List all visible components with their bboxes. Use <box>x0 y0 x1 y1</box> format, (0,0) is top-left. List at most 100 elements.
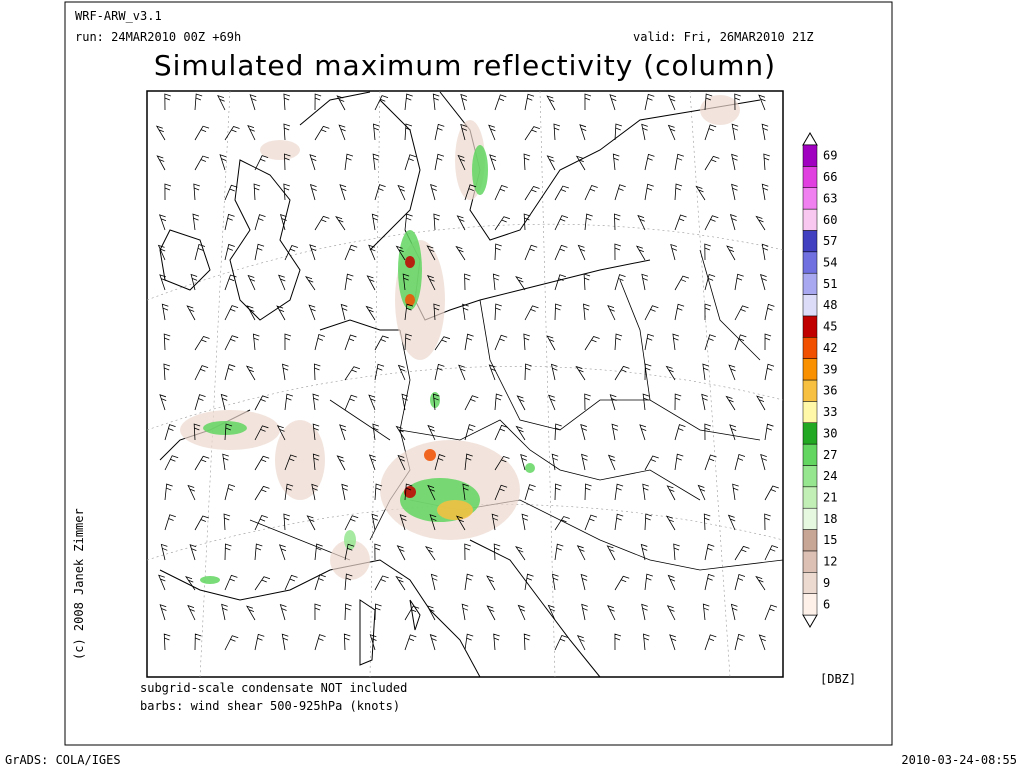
wind-barb <box>430 183 437 201</box>
footer-left: GrADS: COLA/IGES <box>5 753 121 767</box>
wind-barb <box>761 243 769 261</box>
wind-barb <box>515 546 526 561</box>
colorbar-box <box>802 593 818 616</box>
wind-barb <box>491 513 499 531</box>
wind-barb <box>456 215 466 231</box>
wind-barb <box>464 424 476 441</box>
colorbar-box <box>802 529 818 552</box>
wind-barb <box>702 363 710 381</box>
wind-barb <box>546 335 556 351</box>
wind-barb <box>464 184 477 201</box>
wind-barb <box>254 515 268 531</box>
wind-barb <box>614 333 623 351</box>
wind-barb <box>314 634 326 651</box>
colorbar-label: 63 <box>823 191 837 205</box>
wind-barb <box>674 303 685 321</box>
wind-barb <box>460 93 468 111</box>
wind-barb <box>734 545 750 561</box>
wind-barb <box>374 575 389 591</box>
wind-barb <box>434 336 451 351</box>
colorbar-box <box>802 358 818 381</box>
wind-barb <box>644 153 655 171</box>
wind-barb <box>427 484 436 501</box>
wind-barb <box>194 93 203 111</box>
wind-barb <box>434 363 445 381</box>
page-frame <box>64 1 893 746</box>
wind-barb <box>426 275 436 291</box>
wind-barb <box>614 365 630 381</box>
wind-barb <box>164 483 173 501</box>
wind-barb <box>404 634 417 651</box>
wind-barb <box>432 93 440 111</box>
wind-barb <box>584 393 591 411</box>
wind-barb <box>554 303 562 321</box>
wind-barb <box>704 634 717 651</box>
wind-barb <box>644 363 652 381</box>
wind-barb <box>159 274 167 291</box>
wind-barb <box>254 576 271 591</box>
colorbar-box <box>802 550 818 573</box>
wind-barb <box>546 155 556 171</box>
echo <box>405 256 415 268</box>
wind-barb <box>336 95 346 111</box>
wind-barb <box>734 334 747 351</box>
wind-barb <box>702 603 710 621</box>
wind-barb <box>704 155 720 171</box>
wind-barb <box>494 94 507 111</box>
wind-barb <box>609 94 617 111</box>
wind-barb <box>365 305 376 321</box>
wind-barb <box>217 94 226 111</box>
wind-barb <box>609 394 617 411</box>
wind-barb <box>194 125 210 141</box>
wind-barb <box>164 424 176 441</box>
wind-barb <box>614 123 623 141</box>
wind-barb <box>494 455 510 471</box>
wind-barb <box>374 335 389 351</box>
wind-barb <box>224 543 232 561</box>
echo <box>437 500 473 520</box>
wind-barb <box>368 394 376 411</box>
title: Simulated maximum reflectivity (column) <box>154 49 776 82</box>
wind-barb <box>163 333 171 351</box>
wind-barb <box>194 515 209 531</box>
wind-barb <box>224 125 240 141</box>
echo <box>200 576 220 584</box>
wind-barb <box>404 93 413 111</box>
colorbar-label: 33 <box>823 405 837 419</box>
wind-barb <box>731 183 738 201</box>
wind-barb <box>194 394 206 411</box>
wind-barb <box>644 455 659 471</box>
wind-barb <box>674 393 682 411</box>
wind-barb <box>157 244 166 261</box>
wind-barb <box>486 605 496 621</box>
wind-barb <box>224 335 239 351</box>
wind-barb <box>312 453 320 471</box>
wind-barb <box>404 483 413 501</box>
wind-barb <box>523 333 530 351</box>
colorbar: 6912151821242730333639424548515457606366… <box>802 132 837 628</box>
colorbar-box <box>802 422 818 445</box>
wind-barb <box>644 333 655 351</box>
wind-barb <box>515 275 526 291</box>
wind-barb <box>524 185 540 201</box>
wind-barb <box>734 453 746 471</box>
wind-barb <box>460 123 468 141</box>
wind-barb <box>458 364 466 381</box>
wind-barb <box>219 154 227 171</box>
wind-barb <box>488 124 496 141</box>
wind-barb <box>284 483 294 501</box>
wind-barb <box>761 123 769 141</box>
wind-barb <box>667 574 676 591</box>
wind-barb <box>606 545 616 561</box>
wind-barb <box>547 394 556 411</box>
wind-barb <box>554 635 568 651</box>
wind-barb <box>304 276 316 291</box>
wind-barb <box>637 214 646 231</box>
wind-barb <box>156 155 166 171</box>
wind-barb <box>704 124 717 141</box>
wind-barb <box>641 603 648 621</box>
wind-barb <box>669 634 677 651</box>
colorbar-label: 42 <box>823 341 837 355</box>
wind-barb <box>160 543 168 561</box>
wind-barb <box>554 516 570 531</box>
